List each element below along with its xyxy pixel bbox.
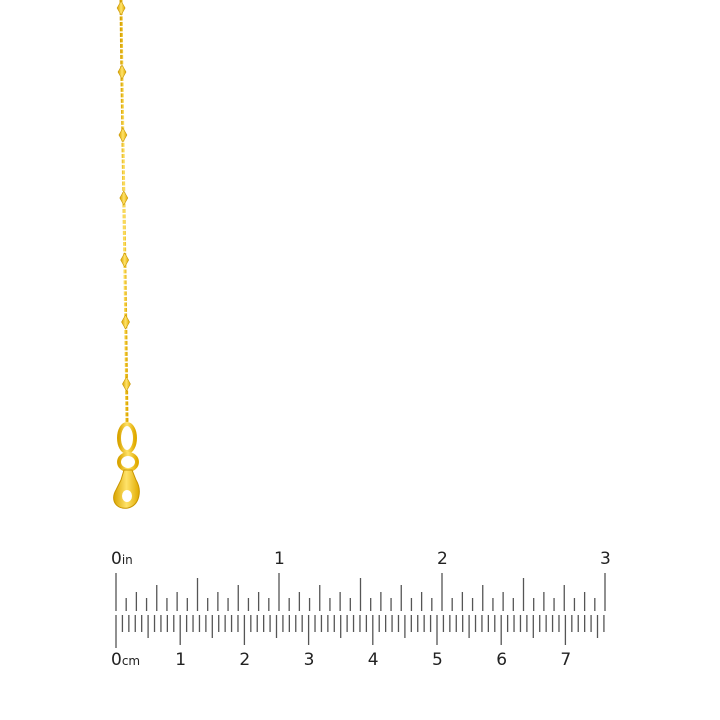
cm-label: 4: [368, 652, 379, 669]
label-number: 1: [175, 650, 187, 670]
label-number: 0: [111, 650, 122, 670]
cm-label: 7: [560, 652, 571, 669]
label-unit: in: [121, 553, 133, 567]
cm-label: 2: [239, 652, 250, 669]
chain-bead: [117, 64, 127, 80]
chain-links: [119, 0, 129, 425]
label-number: 6: [496, 650, 508, 670]
inch-label: 2: [437, 551, 448, 568]
lobster-clasp: [113, 422, 140, 509]
label-number: 2: [437, 549, 448, 569]
chain-bead: [122, 376, 131, 392]
cm-label: 3: [304, 652, 315, 669]
chain-bead: [121, 314, 130, 330]
chain-bead: [118, 127, 128, 143]
label-number: 3: [600, 549, 611, 569]
inch-label: 1: [274, 551, 285, 568]
ruler: [115, 573, 606, 648]
label-number: 3: [303, 650, 315, 670]
label-number: 4: [367, 650, 379, 670]
cm-label: 6: [496, 652, 507, 669]
cm-label: 0cm: [111, 652, 140, 669]
chain-bead: [119, 190, 129, 206]
inch-label: 3: [600, 551, 611, 568]
label-number: 1: [274, 549, 285, 569]
label-number: 2: [239, 650, 251, 670]
label-number: 0: [111, 549, 122, 569]
inch-label: 0in: [111, 551, 133, 568]
chain-bead: [120, 252, 130, 268]
cm-label: 1: [175, 652, 186, 669]
chain-bead: [116, 0, 126, 16]
gold-chain: [116, 0, 131, 425]
cm-label: 5: [432, 652, 443, 669]
label-number: 7: [560, 650, 572, 670]
label-number: 5: [432, 650, 443, 670]
label-unit: cm: [121, 654, 141, 668]
